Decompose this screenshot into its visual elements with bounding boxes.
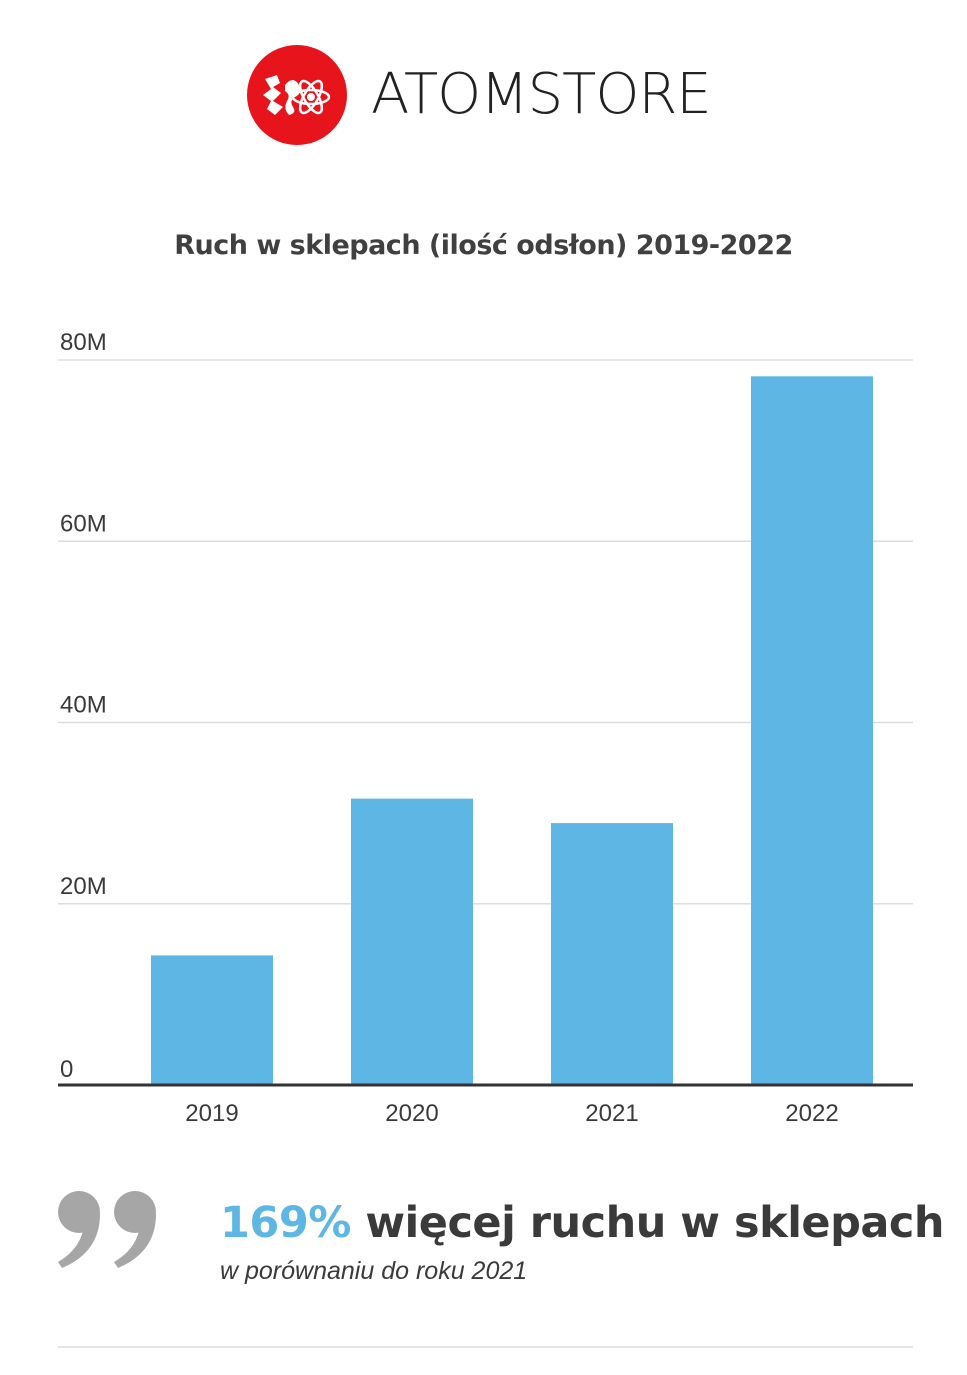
- y-tick-label: 60M: [60, 510, 107, 537]
- x-tick-label: 2020: [385, 1100, 438, 1127]
- summary-headline: 169% więcej ruchu w sklepach: [220, 1198, 945, 1248]
- chart-title: Ruch w sklepach (ilość odsłon) 2019-2022: [174, 230, 793, 261]
- x-tick-label: 2021: [585, 1100, 638, 1127]
- bar-2020: [351, 798, 473, 1085]
- summary-percent: 169%: [220, 1198, 351, 1248]
- bar-chart: 0 20M 40M 60M 80M 2019 2020 2021 2022: [58, 329, 913, 1127]
- bar-2019: [151, 955, 273, 1085]
- y-tick-label: 80M: [60, 329, 107, 356]
- atomstore-logo-icon: [247, 45, 347, 145]
- summary-headline-text: więcej ruchu w sklepach: [350, 1198, 944, 1248]
- bottom-divider: [58, 1346, 913, 1348]
- x-tick-label: 2019: [185, 1100, 238, 1127]
- bar-2021: [551, 823, 673, 1085]
- y-tick-label: 40M: [60, 692, 107, 719]
- bar-2022: [751, 376, 873, 1085]
- y-tick-label: 0: [60, 1056, 73, 1083]
- quote-mark-icon: [58, 1191, 156, 1268]
- y-tick-label: 20M: [60, 873, 107, 900]
- summary-subline: w porównaniu do roku 2021: [220, 1257, 528, 1285]
- x-tick-label: 2022: [785, 1100, 838, 1127]
- y-tick-labels: 0 20M 40M 60M 80M: [60, 329, 107, 1083]
- brand-logo: ATOMSTORE: [247, 45, 712, 145]
- x-tick-labels: 2019 2020 2021 2022: [185, 1100, 838, 1127]
- brand-name: ATOMSTORE: [371, 62, 712, 127]
- bars: [151, 376, 873, 1085]
